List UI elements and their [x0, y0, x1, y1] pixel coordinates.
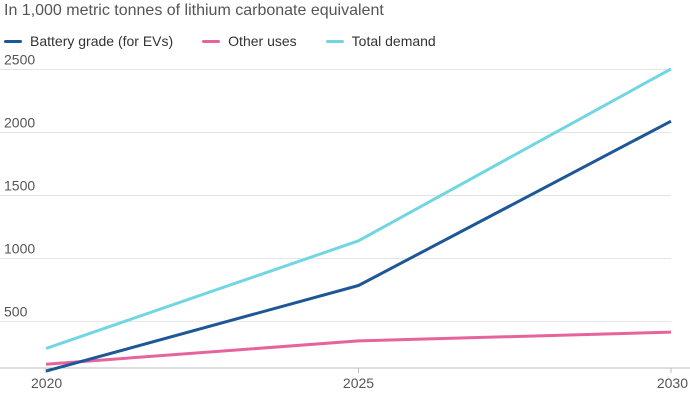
chart-legend: Battery grade (for EVs) Other uses Total…: [4, 33, 465, 49]
y-tick-label: 500: [4, 303, 28, 319]
series-line-battery-grade-for-evs: [45, 119, 672, 373]
x-tick-label: 2025: [343, 375, 374, 391]
legend-label-battery: Battery grade (for EVs): [30, 33, 174, 49]
legend-label-other-uses: Other uses: [228, 33, 297, 49]
x-tick-label: 2030: [657, 375, 688, 391]
series-line-other-uses: [45, 330, 672, 366]
legend-label-total-demand: Total demand: [351, 33, 436, 49]
legend-item-total-demand: Total demand: [325, 33, 436, 49]
y-tick-label: 2000: [4, 115, 35, 131]
legend-swatch-battery: [4, 39, 22, 43]
y-tick-label: 1500: [4, 177, 35, 193]
chart-subtitle: In 1,000 metric tonnes of lithium carbon…: [4, 2, 384, 19]
y-tick-label: 2500: [4, 52, 35, 68]
legend-swatch-total-demand: [325, 39, 344, 43]
x-tick-label: 2020: [31, 375, 62, 391]
y-tick-label: 1000: [4, 240, 35, 256]
legend-item-battery: Battery grade (for EVs): [4, 33, 173, 49]
series-line-total-demand: [45, 67, 672, 350]
legend-item-other-uses: Other uses: [202, 33, 297, 49]
legend-swatch-other-uses: [202, 39, 221, 43]
